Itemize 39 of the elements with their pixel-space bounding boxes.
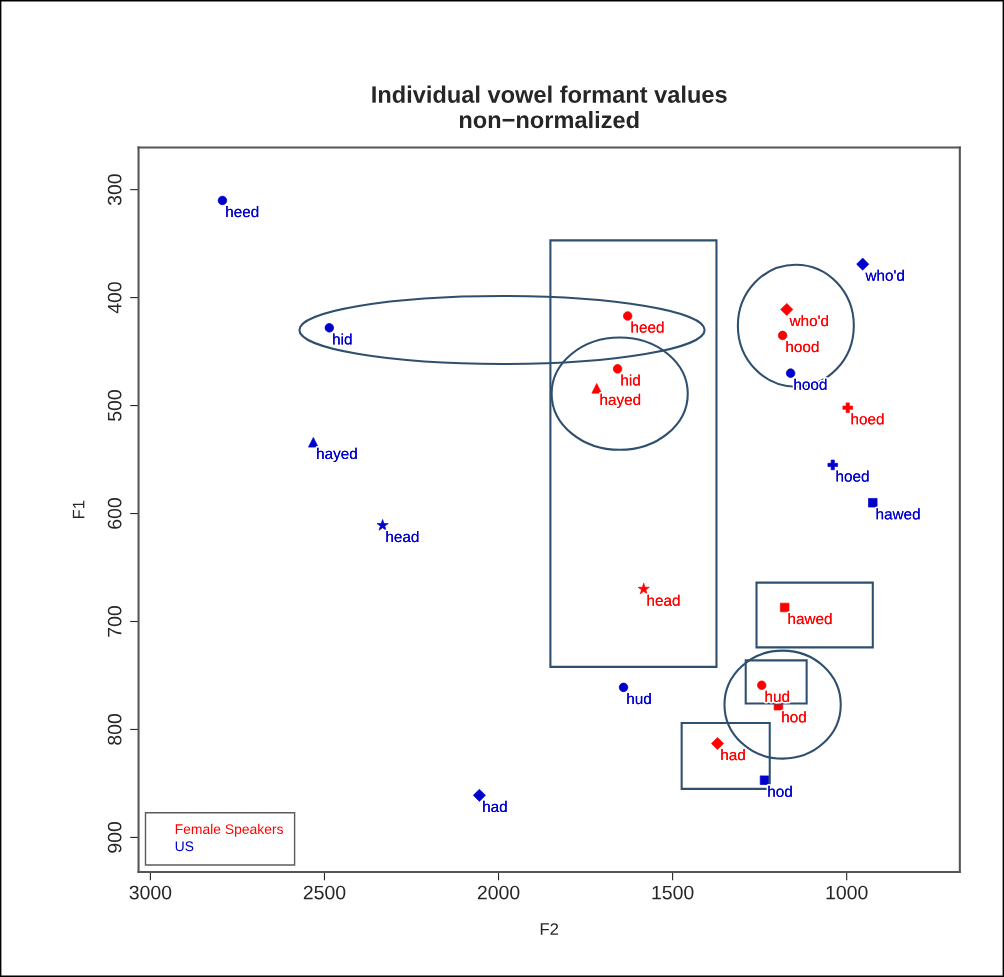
x-tick-label: 3000 (129, 885, 172, 900)
data-label: hoed (851, 413, 884, 425)
y-tick-label: 800 (107, 714, 122, 745)
x-axis-title: F2 (540, 923, 559, 935)
y-tick-label: 600 (107, 498, 122, 529)
data-label: had (483, 800, 507, 813)
x-tick-label: 2000 (477, 885, 520, 900)
y-tick-label: 400 (107, 282, 122, 314)
y-tick-label: 300 (107, 174, 122, 206)
y-tick-label: 500 (107, 390, 122, 422)
point (711, 737, 724, 750)
y-tick-label: 700 (107, 606, 122, 637)
data-label: hawed (788, 613, 832, 625)
data-label: hawed (876, 508, 920, 520)
data-label: hood (786, 340, 819, 353)
data-label: hayed (600, 393, 641, 409)
data-label: hayed (317, 447, 357, 463)
text: US (175, 841, 194, 852)
y-axis-title: F1 (72, 500, 85, 519)
x-tick-label: 2500 (303, 885, 346, 900)
x-tick-label: 1000 (826, 885, 868, 900)
data-label: who'd (789, 315, 829, 327)
data-label: hoed (836, 470, 869, 482)
data-label: head (647, 594, 680, 606)
data-label: who'd (865, 269, 904, 281)
data-label: hid (333, 333, 352, 345)
x-tick-label: 1500 (652, 885, 694, 900)
data-label: hud (627, 692, 651, 705)
data-label: heed (226, 205, 259, 218)
data-label: hod (782, 711, 806, 723)
data-label: hud (765, 690, 790, 702)
y-tick-label: 900 (107, 821, 122, 853)
text: Female Speakers (175, 823, 284, 837)
chart-title: Individual vowel formant values non−normalized (372, 85, 727, 129)
data-label: hod (768, 785, 792, 797)
data-label: hid (621, 374, 640, 386)
data-label: had (721, 749, 745, 761)
data-label: head (386, 530, 419, 543)
data-label: heed (631, 321, 664, 333)
